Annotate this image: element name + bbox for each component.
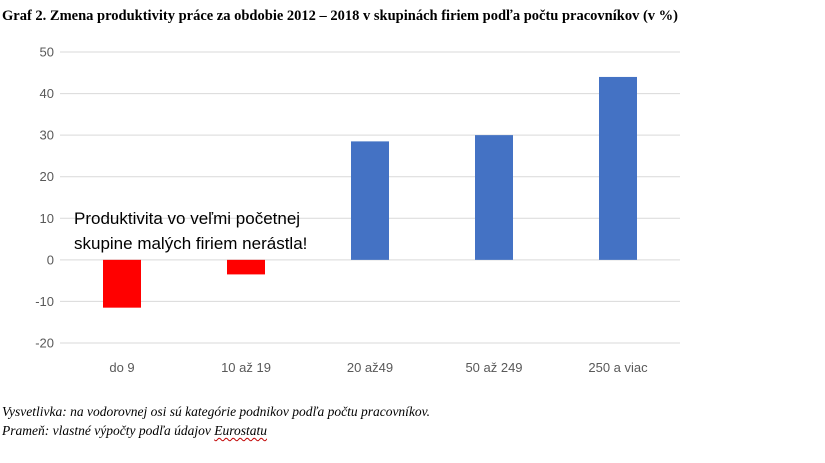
y-tick-label: 0 xyxy=(47,252,54,267)
chart-title: Graf 2. Zmena produktivity práce za obdo… xyxy=(2,8,678,24)
y-tick-label: -10 xyxy=(35,294,54,309)
note-explanation: Vysvetlivka: na vodorovnej osi sú kategó… xyxy=(2,404,431,419)
y-tick-label: 10 xyxy=(40,211,54,226)
x-axis-tick-labels: do 9 10 až 19 20 až49 50 až 249 250 a viac xyxy=(109,360,648,375)
x-tick-label: do 9 xyxy=(109,360,134,375)
x-tick-label: 50 až 249 xyxy=(465,360,522,375)
note-source-prefix: Prameň: vlastné výpočty podľa údajov xyxy=(2,423,215,438)
annotation-line-2: skupine malých firiem nerástla! xyxy=(74,234,308,253)
y-tick-label: 50 xyxy=(40,45,54,60)
bar-chart: 50 40 30 20 10 0 -10 -20 do 9 10 až 19 20 až49 50 … xyxy=(35,45,680,375)
chart-annotation: Produktivita vo veľmi početnej skupine m… xyxy=(74,206,307,256)
x-tick-label: 20 až49 xyxy=(347,360,393,375)
y-tick-label: 20 xyxy=(40,169,54,184)
bar xyxy=(103,259,141,308)
bar xyxy=(351,141,389,260)
y-tick-label: 30 xyxy=(40,128,54,143)
x-tick-label: 250 a viac xyxy=(588,360,648,375)
bars xyxy=(103,76,637,308)
x-tick-label: 10 až 19 xyxy=(221,360,271,375)
note-source: Prameň: vlastné výpočty podľa údajov Eur… xyxy=(2,421,430,440)
figure-notes: Vysvetlivka: na vodorovnej osi sú kategó… xyxy=(2,402,430,440)
y-tick-label: -20 xyxy=(35,336,54,351)
bar xyxy=(599,76,637,260)
annotation-line-1: Produktivita vo veľmi početnej xyxy=(74,209,301,228)
y-tick-label: 40 xyxy=(40,86,54,101)
note-source-name: Eurostatu xyxy=(214,423,267,438)
bar xyxy=(475,135,513,260)
bar xyxy=(227,259,265,275)
y-axis-tick-labels: 50 40 30 20 10 0 -10 -20 xyxy=(35,45,54,351)
